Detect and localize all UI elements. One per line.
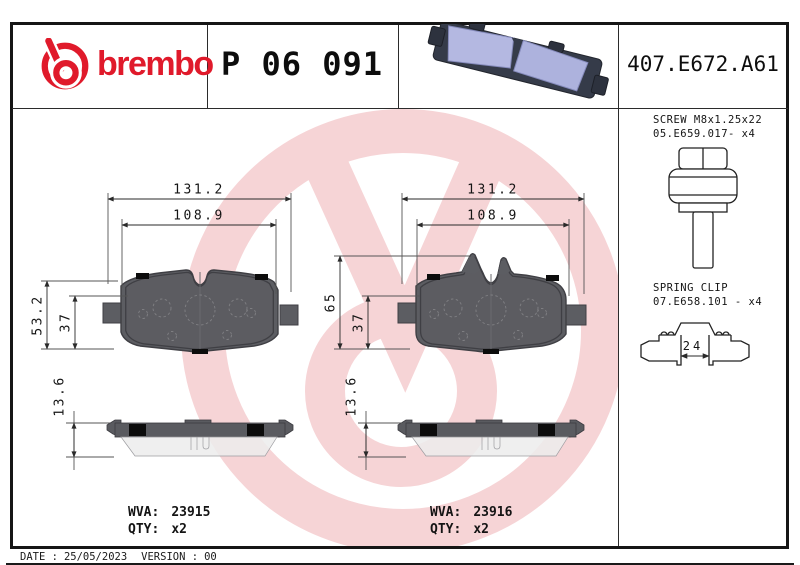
- dim-label-inner-width-right: 108.9: [467, 208, 519, 224]
- part-number: P 06 091: [220, 45, 384, 83]
- wva-label: WVA:: [430, 505, 462, 520]
- right-pad-front-view-drawing: [397, 253, 587, 354]
- pad-info-left: WVA: 23915 QTY: x2: [128, 504, 210, 538]
- brand-wordmark: brembo: [97, 45, 214, 83]
- date-label: DATE :: [20, 551, 58, 563]
- brembo-logo-icon: [41, 38, 89, 90]
- wva-value: 23915: [171, 505, 211, 520]
- screw-drawing: [668, 147, 738, 269]
- left-pad-side-view-drawing: [106, 419, 294, 457]
- spring-clip-code: 07.E658.101 - x4: [653, 296, 763, 308]
- header-divider-2: [398, 25, 399, 108]
- date-value: 25/05/2023: [63, 551, 128, 563]
- footer-revision-line: DATE : 25/05/2023 VERSION : 00: [20, 551, 223, 563]
- header-bottom-line: [12, 108, 788, 109]
- dim-label-thickness-left: 13.6: [52, 375, 68, 417]
- dim-label-inner-height-right: 37: [351, 311, 367, 333]
- qty-label: QTY:: [128, 522, 160, 537]
- wva-label: WVA:: [128, 505, 160, 520]
- dim-label-outer-height-left: 53.2: [30, 294, 46, 336]
- screw-title: SCREW M8x1.25x22: [653, 114, 763, 126]
- dim-label-clip-width: 24: [682, 339, 704, 353]
- spring-clip-drawing: [640, 322, 750, 366]
- qty-value: x2: [473, 522, 489, 537]
- catalog-code: 407.E672.A61: [627, 52, 779, 76]
- right-pad-side-view-drawing: [397, 419, 585, 457]
- dim-label-inner-width-left: 108.9: [173, 208, 225, 224]
- wva-value: 23916: [473, 505, 513, 520]
- spring-clip-title: SPRING CLIP: [653, 282, 729, 294]
- brake-pads-photo: [427, 24, 609, 99]
- version-value: 00: [204, 551, 217, 563]
- dim-label-outer-width-left: 131.2: [173, 182, 225, 198]
- right-dimension-lines: [334, 193, 585, 470]
- screw-code: 05.E659.017- x4: [653, 128, 756, 140]
- dim-label-thickness-right: 13.6: [344, 375, 360, 417]
- header-divider-3: [618, 25, 619, 108]
- header-divider-1: [207, 25, 208, 108]
- dim-label-inner-height-left: 37: [58, 311, 74, 333]
- pad-info-right: WVA: 23916 QTY: x2: [430, 504, 512, 538]
- left-dimension-lines: [41, 193, 292, 470]
- version-label: VERSION :: [141, 551, 199, 563]
- left-pad-front-view-drawing: [102, 269, 299, 354]
- qty-value: x2: [171, 522, 187, 537]
- footer-rule: [6, 563, 794, 565]
- dim-label-outer-width-right: 131.2: [467, 182, 519, 198]
- dim-label-outer-height-right: 65: [323, 291, 339, 313]
- technical-drawing-canvas: [41, 193, 587, 470]
- qty-label: QTY:: [430, 522, 462, 537]
- hardware-panel: SCREW M8x1.25x22 05.E659.017- x4 SPRING …: [618, 109, 789, 547]
